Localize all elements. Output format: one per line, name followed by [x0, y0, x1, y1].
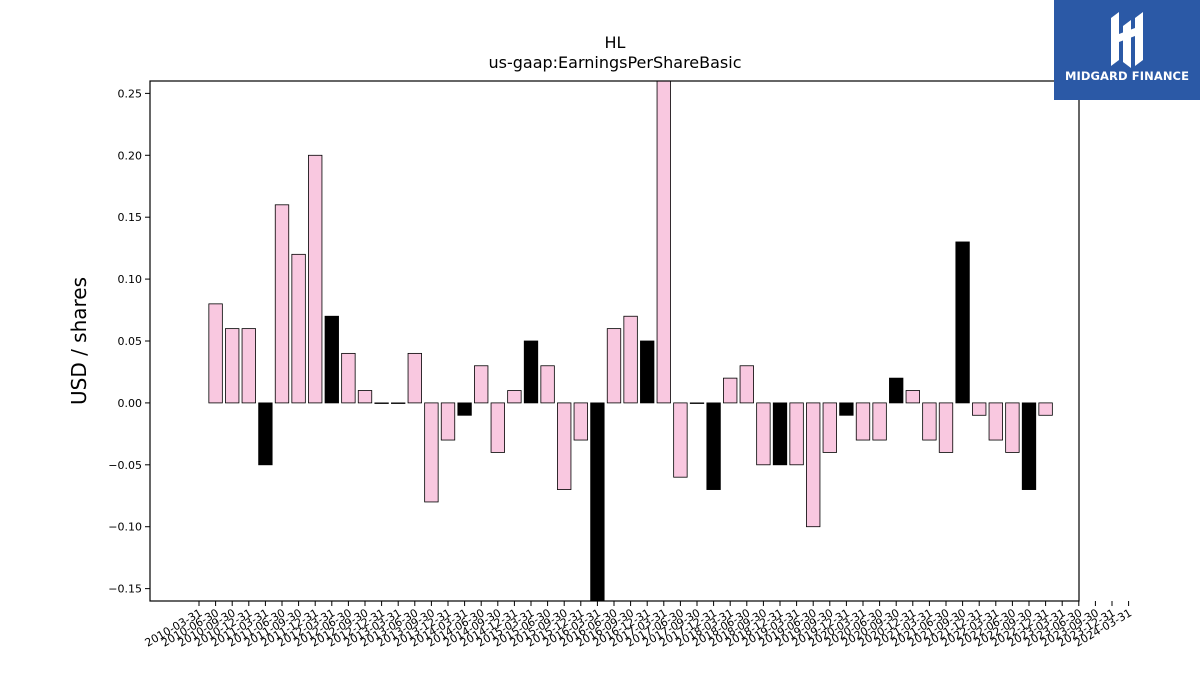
bar-2013-09-30	[424, 402, 439, 503]
bar-2018-06-30	[739, 365, 754, 404]
bar-2016-06-30	[606, 328, 622, 404]
bar-2021-12-31	[972, 402, 987, 416]
y-axis-label: USD / shares	[67, 277, 91, 405]
bar-2021-09-30	[955, 241, 970, 404]
chart-title: HL	[605, 33, 626, 52]
chart-subtitle: us-gaap:EarningsPerShareBasic	[488, 53, 741, 72]
bar-2021-06-30	[938, 402, 954, 453]
bar-2017-12-31	[706, 402, 721, 490]
bar-2015-06-30	[540, 365, 555, 404]
plot-frame	[149, 80, 1080, 602]
bar-2012-06-30	[341, 352, 356, 404]
bar-2015-03-31	[523, 340, 539, 404]
y-tick-label: −0.10	[108, 521, 142, 534]
bar-2014-09-30	[490, 402, 505, 453]
bar-2018-09-30	[756, 402, 771, 466]
y-tick-label: −0.15	[108, 583, 142, 596]
bar-2012-09-30	[357, 390, 373, 404]
bar-2016-09-30	[623, 315, 638, 404]
bar-2011-12-31	[308, 154, 323, 404]
bar-2022-09-30	[1021, 402, 1037, 490]
bar-2011-03-31	[258, 402, 273, 466]
bar-2018-12-31	[772, 402, 788, 466]
bar-2020-09-30	[889, 377, 904, 404]
y-tick-label: 0.05	[118, 335, 143, 348]
bar-2011-09-30	[291, 253, 306, 404]
y-axis: −0.15 −0.10 −0.05 0.00 0.05 0.10 0.15 0.20 0.25	[108, 87, 150, 596]
y-tick-label: 0.20	[118, 149, 143, 162]
logo-mark-icon	[1111, 12, 1143, 68]
bar-2015-12-31	[573, 402, 588, 441]
bar-2015-09-30	[557, 402, 572, 490]
y-tick-label: 0.10	[118, 273, 143, 286]
bar-2016-12-31	[640, 340, 655, 404]
bar-2021-03-31	[922, 402, 937, 441]
y-tick-label: 0.00	[118, 397, 143, 410]
bar-2014-12-31	[507, 390, 522, 404]
y-tick-label: −0.05	[108, 459, 142, 472]
bar-2022-06-30	[1005, 402, 1020, 453]
bar-2019-09-30	[822, 402, 837, 453]
bar-2022-12-31	[1038, 402, 1053, 416]
bar-2018-03-31	[723, 377, 738, 404]
bar-2010-12-31	[241, 328, 256, 404]
bar-2017-09-30	[689, 402, 705, 404]
bar-2013-06-30	[407, 352, 422, 404]
x-axis: 2010-03-312010-06-302010-09-302010-12-31…	[143, 601, 1134, 650]
midgard-finance-logo: MIDGARD FINANCE	[1054, 0, 1200, 100]
y-tick-label: 0.25	[118, 87, 143, 100]
bar-2014-03-31	[457, 402, 472, 416]
bars-group	[208, 80, 1053, 602]
logo-name: MIDGARD FINANCE	[1064, 69, 1190, 83]
bar-2017-06-30	[673, 402, 688, 478]
bar-2013-12-31	[440, 402, 456, 441]
bar-2010-09-30	[225, 328, 240, 404]
bar-2019-06-30	[806, 402, 821, 528]
bar-2019-12-31	[839, 402, 854, 416]
bar-2020-03-31	[855, 402, 871, 441]
bar-2020-12-31	[905, 390, 920, 404]
bar-2020-06-30	[872, 402, 887, 441]
bar-2013-03-31	[391, 402, 406, 404]
bar-2017-03-31	[656, 80, 671, 404]
bar-2012-03-31	[324, 315, 339, 404]
bar-2012-12-31	[374, 402, 389, 404]
bar-2014-06-30	[474, 365, 489, 404]
bar-2016-03-31	[590, 402, 605, 602]
y-tick-label: 0.15	[118, 211, 143, 224]
bar-2011-06-30	[274, 204, 290, 404]
bar-2019-03-31	[789, 402, 804, 466]
bar-2010-06-30	[208, 303, 223, 404]
bar-2022-03-31	[988, 402, 1003, 441]
